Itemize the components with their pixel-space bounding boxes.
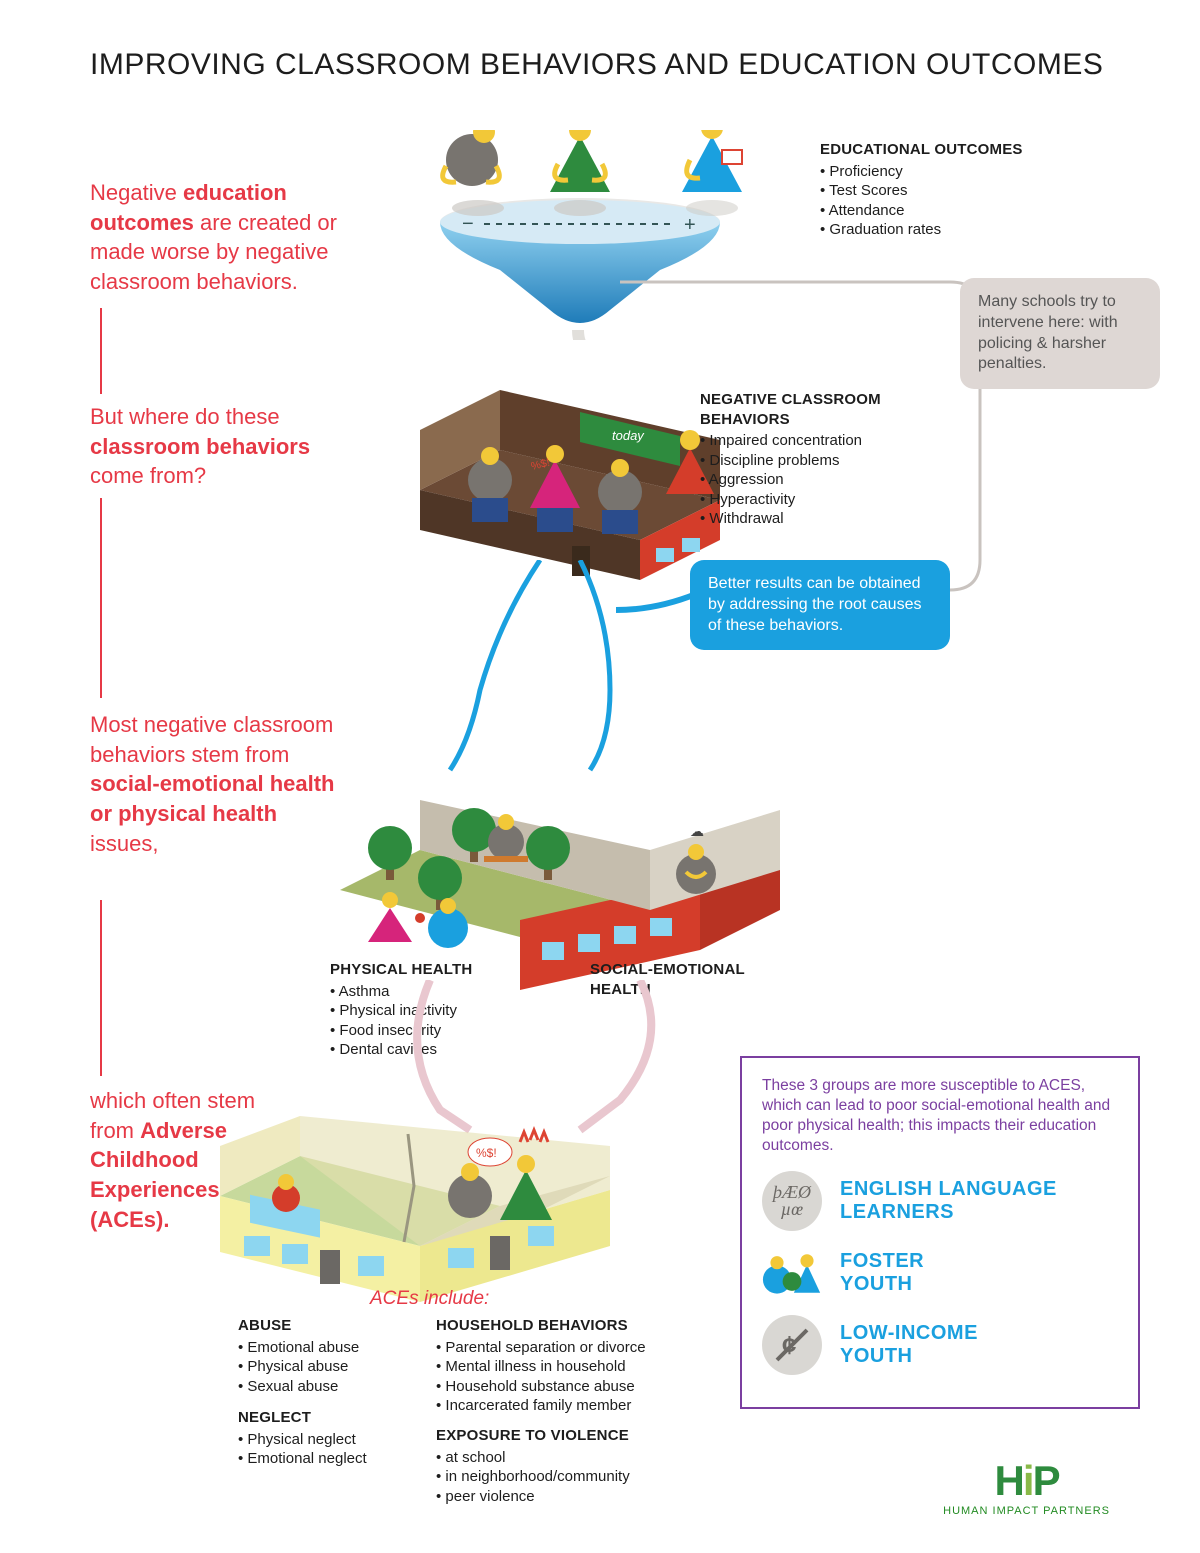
- narrative-2: But where do these classroom behaviors c…: [90, 402, 340, 491]
- logo-icon: HiP: [943, 1457, 1110, 1505]
- neg-behaviors: NEGATIVE CLASSROOM BEHAVIORS Impaired co…: [700, 390, 920, 529]
- logo: HiP HUMAN IMPACT PARTNERS: [943, 1457, 1110, 1517]
- speech-icon: þÆØµœ: [762, 1171, 822, 1231]
- connector-2: [100, 498, 102, 698]
- svg-text:−: −: [462, 213, 474, 235]
- group-ell: þÆØµœ ENGLISH LANGUAGE LEARNERS: [762, 1171, 1118, 1231]
- aces-abuse: ABUSE Emotional abuse Physical abuse Sex…: [238, 1316, 418, 1396]
- callout-blue: Better results can be obtained by addres…: [690, 560, 950, 650]
- no-money-icon: ¢: [762, 1315, 822, 1375]
- scene-house: %$!: [190, 1086, 630, 1311]
- aces-neglect: NEGLECT Physical neglect Emotional negle…: [238, 1408, 418, 1469]
- group-foster: FOSTER YOUTH: [762, 1243, 1118, 1303]
- callout-grey: Many schools try to intervene here: with…: [960, 278, 1160, 389]
- logo-text: HUMAN IMPACT PARTNERS: [943, 1505, 1110, 1517]
- aces-exposure: EXPOSURE TO VIOLENCE at school in neighb…: [436, 1426, 696, 1506]
- susceptible-intro: These 3 groups are more susceptible to A…: [762, 1076, 1118, 1157]
- narrative-1: Negative education outcomes are created …: [90, 178, 340, 297]
- svg-text:☁: ☁: [690, 823, 704, 839]
- narrative-3: Most negative classroom behaviors stem f…: [90, 710, 340, 858]
- aces-household: HOUSEHOLD BEHAVIORS Parental separation …: [436, 1316, 696, 1416]
- svg-text:%$!: %$!: [476, 1146, 497, 1160]
- svg-text:+: +: [684, 214, 696, 236]
- group-lowincome: ¢ LOW-INCOME YOUTH: [762, 1315, 1118, 1375]
- connector-1: [100, 308, 102, 394]
- connector-3: [100, 900, 102, 1076]
- susceptible-box: These 3 groups are more susceptible to A…: [740, 1056, 1140, 1409]
- people-icon: [762, 1243, 822, 1303]
- page-title: IMPROVING CLASSROOM BEHAVIORS AND EDUCAT…: [90, 48, 1103, 82]
- aces-title: ACEs include:: [370, 1288, 489, 1310]
- svg-text:today: today: [612, 428, 645, 443]
- edu-outcomes: EDUCATIONAL OUTCOMES Proficiency Test Sc…: [820, 140, 1040, 240]
